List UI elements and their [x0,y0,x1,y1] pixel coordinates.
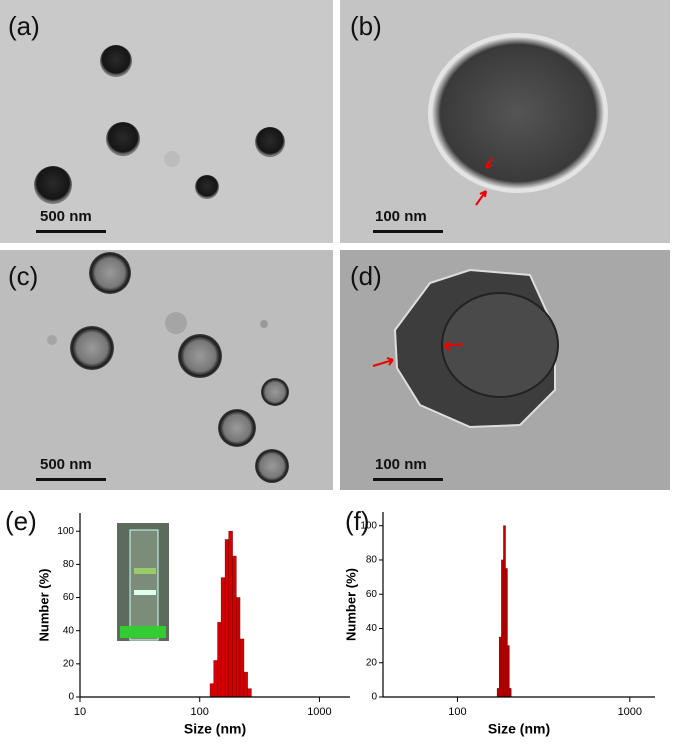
y-tick-label: 60 [366,589,378,600]
bar [236,597,241,698]
x-axis-label: Size (nm) [488,721,550,737]
tem-image-d [340,250,670,490]
x-axis-label: Size (nm) [184,721,246,737]
panel-label: (f) [345,506,370,536]
y-tick-label: 100 [360,520,377,531]
tem-image-c [0,250,333,490]
y-tick-label: 100 [57,526,74,537]
y-tick-label: 20 [366,657,378,668]
y-tick-label: 0 [371,692,377,703]
panel-label: (c) [8,261,38,291]
y-tick-label: 40 [366,623,378,634]
bar [217,622,222,698]
y-tick-label: 80 [366,555,378,566]
bar [496,688,500,698]
tem-image-b [340,0,670,243]
bar [228,530,233,698]
bar [509,688,512,698]
bar [220,577,226,698]
y-tick-label: 0 [68,692,74,703]
bar [213,660,218,698]
bar [503,525,506,698]
scale-bar-label: 100 nm [375,208,427,225]
cuvette-photo [117,523,169,641]
tem-image-a [0,0,333,243]
bar [501,559,504,698]
bar [224,539,230,698]
y-tick-label: 40 [63,625,75,636]
y-axis-label: Number (%) [343,568,358,641]
x-tick-label: 1000 [307,706,331,718]
bar [239,638,245,698]
x-tick-label: 100 [448,706,466,718]
scale-bar-label: 500 nm [40,208,92,225]
y-tick-label: 20 [63,658,75,669]
bar [499,636,502,698]
panel-label: (b) [350,11,382,41]
y-tick-label: 60 [63,592,75,603]
bar [243,671,248,698]
panel-label: (e) [5,506,37,536]
bar [505,568,508,698]
scale-bar-label: 500 nm [40,456,92,473]
y-axis-label: Number (%) [36,569,51,642]
scale-bar-label: 100 nm [375,456,427,473]
bar [507,645,510,698]
x-tick-label: 1000 [618,706,642,718]
bar [247,688,252,698]
x-tick-label: 10 [74,706,86,718]
bar [232,555,237,698]
y-tick-label: 80 [63,559,75,570]
bar [209,683,215,698]
panel-label: (a) [8,11,40,41]
x-tick-label: 100 [191,706,209,718]
panel-label: (d) [350,261,382,291]
